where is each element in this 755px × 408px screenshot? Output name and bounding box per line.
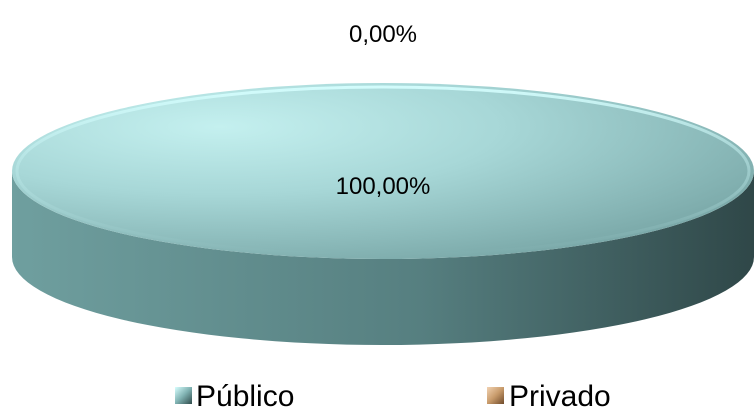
pie-slice-publico-top xyxy=(12,83,754,259)
legend-swatch-privado xyxy=(487,387,504,404)
data-label-privado: 0,00% xyxy=(349,21,417,48)
legend: Público Privado xyxy=(175,380,611,408)
legend-item-privado: Privado xyxy=(487,380,611,408)
pie-slice-publico-side xyxy=(12,171,754,345)
legend-label-privado: Privado xyxy=(509,380,611,408)
data-label-publico: 100,00% xyxy=(336,173,431,200)
legend-item-publico: Público xyxy=(175,380,294,408)
pie-slice-publico xyxy=(12,83,754,345)
legend-label-publico: Público xyxy=(196,380,294,408)
legend-swatch-publico xyxy=(175,387,192,404)
pie-top-rim-highlight xyxy=(15,85,751,257)
